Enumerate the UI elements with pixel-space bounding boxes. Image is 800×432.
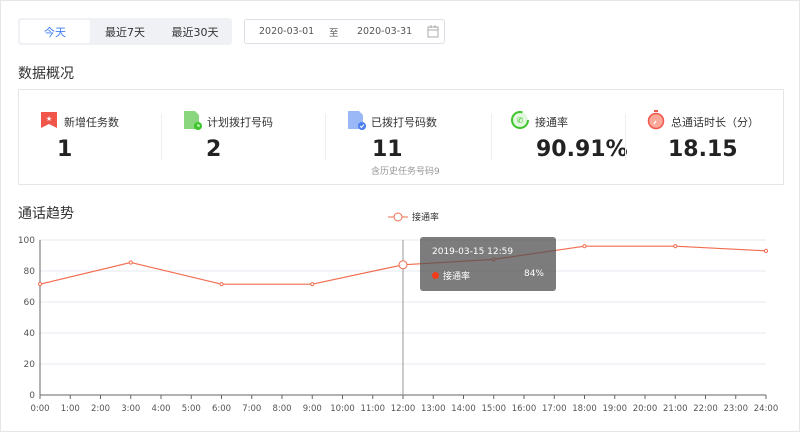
data-point: [582, 244, 587, 249]
x-tick-label: 15:00: [482, 404, 507, 414]
data-point: [673, 244, 678, 249]
stat-value: 18.15: [668, 137, 738, 162]
tab-last-30-days[interactable]: 最近30天: [171, 25, 219, 39]
start-date[interactable]: 2020-03-01: [259, 26, 315, 37]
stat-value: 1: [57, 137, 73, 162]
tooltip-value: 84%: [523, 269, 544, 279]
x-tick-label: 11:00: [361, 404, 386, 414]
tab-today[interactable]: 今天: [20, 20, 90, 43]
end-date[interactable]: 2020-03-31: [357, 26, 413, 37]
y-tick-label: 80: [24, 267, 36, 277]
y-tick-label: 100: [18, 236, 35, 246]
stat-value: 11: [372, 137, 403, 162]
stopwatch-icon: [647, 110, 665, 130]
x-tick-label: 14:00: [451, 404, 476, 414]
overview-title: 数据概况: [18, 66, 74, 82]
tooltip-series-dot: [432, 272, 439, 279]
x-tick-label: 20:00: [633, 404, 658, 414]
task-flag-icon: ★: [41, 112, 57, 128]
divider: [625, 114, 626, 160]
x-tick-label: 19:00: [603, 404, 628, 414]
data-point: [37, 282, 43, 287]
x-tick-label: 2:00: [91, 404, 110, 414]
date-range-picker[interactable]: 2020-03-01 至 2020-03-31: [244, 19, 445, 44]
x-tick-label: 24:00: [754, 404, 779, 414]
svg-text:✆: ✆: [517, 116, 524, 125]
x-tick-label: 13:00: [421, 404, 446, 414]
data-point: [219, 282, 224, 287]
divider: [325, 114, 326, 160]
stat-value: 90.91%: [536, 137, 628, 162]
svg-text:★: ★: [46, 115, 52, 123]
y-tick-label: 20: [24, 360, 36, 370]
x-tick-label: 9:00: [303, 404, 322, 414]
x-tick-label: 21:00: [663, 404, 688, 414]
x-tick-label: 23:00: [724, 404, 749, 414]
planned-doc-clock-icon: [184, 111, 202, 130]
stat-sub-note: 含历史任务号码9: [371, 167, 440, 177]
data-point: [128, 260, 133, 265]
data-point: [310, 282, 315, 287]
x-tick-label: 16:00: [512, 404, 537, 414]
stat-value: 2: [206, 137, 222, 162]
y-tick-label: 60: [24, 298, 36, 308]
chart-tooltip: 2019-03-15 12:59 接通率 84%: [420, 237, 556, 291]
tab-last-7-days[interactable]: 最近7天: [105, 25, 145, 39]
data-point: [763, 248, 769, 253]
legend-line-circle-icon: [388, 212, 408, 221]
x-tick-label: 3:00: [121, 404, 140, 414]
stat-label: 已拨打号码数: [371, 116, 437, 129]
y-tick-label: 0: [29, 391, 35, 401]
tooltip-series-name: 接通率: [443, 272, 471, 282]
stat-label: 新增任务数: [64, 116, 119, 129]
x-tick-label: 4:00: [151, 404, 170, 414]
divider: [491, 114, 492, 160]
stat-label: 计划拨打号码: [207, 116, 273, 129]
x-tick-label: 5:00: [182, 404, 201, 414]
x-tick-label: 18:00: [572, 404, 597, 414]
x-tick-label: 6:00: [212, 404, 231, 414]
calendar-icon[interactable]: [427, 25, 439, 38]
trend-title: 通话趋势: [18, 206, 74, 222]
date-tabs: 今天 最近7天 最近30天: [18, 18, 232, 45]
legend-label: 接通率: [412, 213, 440, 223]
chart-legend[interactable]: 接通率: [388, 210, 439, 223]
x-tick-label: 12:00: [391, 404, 416, 414]
x-tick-label: 17:00: [542, 404, 567, 414]
x-tick-label: 8:00: [272, 404, 291, 414]
x-tick-label: 0:00: [30, 404, 49, 414]
stat-label: 接通率: [535, 116, 568, 129]
divider: [161, 114, 162, 160]
y-tick-label: 40: [24, 329, 36, 339]
x-tick-label: 1:00: [61, 404, 80, 414]
phone-ring-icon: ✆: [511, 111, 529, 129]
data-point: [398, 260, 408, 270]
stats-card: ★ 新增任务数 1 计划拨打号码 2 已拨打号码数 11 含历史任务号码9 ✆ …: [18, 89, 784, 185]
x-tick-label: 10:00: [330, 404, 355, 414]
stat-label: 总通话时长（分）: [671, 116, 759, 129]
x-tick-label: 22:00: [693, 404, 718, 414]
x-tick-label: 7:00: [242, 404, 261, 414]
tooltip-title: 2019-03-15 12:59: [432, 247, 514, 257]
range-separator: 至: [329, 27, 339, 39]
dialed-doc-check-icon: [348, 111, 366, 130]
